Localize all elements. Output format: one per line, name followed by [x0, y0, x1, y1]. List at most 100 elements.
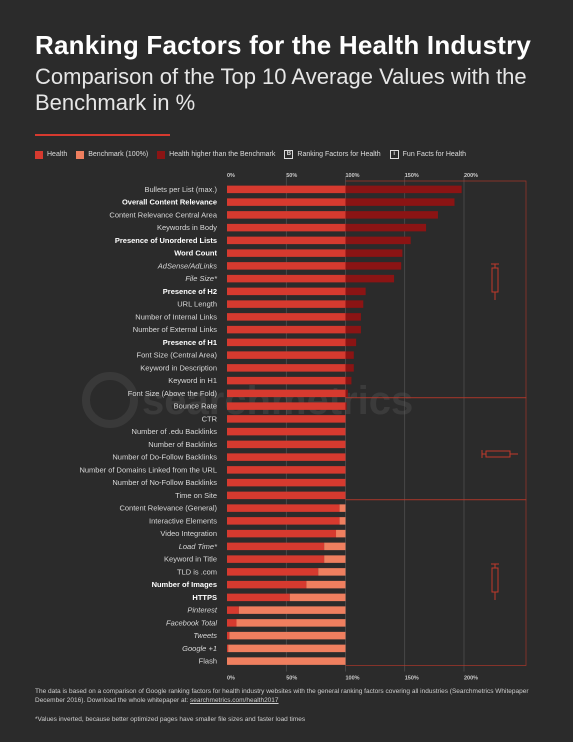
- bar-higher: [345, 338, 357, 347]
- category-label: Keywords in Body: [157, 223, 217, 232]
- category-label: Tweets: [193, 631, 217, 640]
- category-label: Keyword in H1: [168, 376, 217, 385]
- bar-health: [227, 466, 346, 474]
- bar-benchmark: [306, 580, 346, 589]
- bar-health: [227, 236, 346, 245]
- bar-benchmark: [227, 657, 346, 665]
- category-label: Interactive Elements: [149, 516, 217, 525]
- category-label: Facebook Total: [166, 618, 217, 627]
- bar-health: [227, 542, 325, 551]
- category-label: Keyword in Title: [164, 555, 217, 564]
- group-frame: [345, 397, 527, 501]
- legend-item-benchmark: Benchmark (100%): [76, 150, 149, 159]
- bar-health: [227, 300, 346, 308]
- group-frame: [345, 499, 527, 666]
- bar-benchmark: [339, 517, 346, 525]
- bar-health: [227, 415, 346, 423]
- bar-health: [227, 478, 346, 487]
- category-label: Google +1: [182, 644, 217, 653]
- bar-health: [227, 249, 346, 257]
- footer: The data is based on a comparison of Goo…: [35, 688, 545, 705]
- legend-item-ranking: B Ranking Factors for Health: [284, 150, 381, 159]
- category-label: HTTPS: [192, 593, 217, 602]
- footer-text: The data is based on a comparison of Goo…: [35, 688, 529, 704]
- category-label: Pinterest: [187, 606, 218, 615]
- category-label: Bounce Rate: [174, 402, 217, 411]
- bar-benchmark: [324, 555, 346, 563]
- category-label: Font Size (Central Area): [137, 351, 218, 360]
- bar-higher: [345, 313, 361, 321]
- category-label: Number of Do-Follow Backlinks: [112, 453, 217, 462]
- category-label: Number of Internal Links: [135, 312, 217, 321]
- bar-health: [227, 427, 346, 436]
- category-label: Number of Backlinks: [148, 440, 217, 449]
- bar-health: [227, 325, 346, 334]
- category-label: Presence of H2: [163, 287, 217, 296]
- category-label: Presence of Unordered Lists: [115, 236, 217, 245]
- bar-health: [227, 529, 337, 538]
- footer-link[interactable]: searchmetrics.com/health2017: [190, 696, 279, 704]
- bar-benchmark: [228, 644, 346, 653]
- category-label: Number of Domains Linked from the URL: [79, 465, 217, 474]
- page-title: Ranking Factors for the Health Industry: [35, 30, 532, 60]
- category-label: Flash: [199, 657, 217, 666]
- legend-swatch-health: [35, 150, 43, 159]
- category-label: File Size*: [185, 274, 218, 283]
- bar-health: [227, 580, 307, 589]
- footnote: *Values inverted, because better optimiz…: [35, 716, 306, 723]
- bar-benchmark: [318, 568, 346, 576]
- bar-higher: [345, 364, 354, 372]
- x-tick-label-top: 50%: [286, 173, 297, 179]
- bar-health: [227, 287, 346, 296]
- legend-label-higher: Health higher than the Benchmark: [169, 151, 276, 158]
- info-box-icon: i: [389, 150, 399, 159]
- bar-health: [227, 262, 346, 270]
- bar-health: [227, 185, 346, 194]
- category-label: Number of Images: [152, 580, 217, 589]
- bar-health: [227, 364, 346, 372]
- bar-benchmark: [289, 593, 346, 602]
- legend-item-health: Health: [35, 150, 67, 159]
- bar-health: [227, 313, 346, 321]
- watermark-logo-icon: [82, 372, 138, 428]
- category-label: Load Time*: [179, 542, 218, 551]
- category-label: Font Size (Above the Fold): [128, 389, 218, 398]
- syringe-icon: [491, 563, 499, 600]
- bar-health: [227, 198, 346, 206]
- page-subtitle: Comparison of the Top 10 Average Values …: [35, 64, 527, 115]
- category-label: URL Length: [177, 300, 217, 309]
- bar-higher: [345, 351, 354, 359]
- legend-label-fun: Fun Facts for Health: [402, 151, 467, 158]
- x-tick-label-bottom: 150%: [405, 676, 419, 682]
- bar-higher: [345, 402, 347, 410]
- category-label: Presence of H1: [163, 338, 217, 347]
- category-label: AdSense/AdLinks: [157, 261, 217, 270]
- x-tick-label-bottom: 100%: [346, 676, 360, 682]
- title-divider: [35, 134, 170, 136]
- bar-health: [227, 338, 346, 347]
- category-label: Word Count: [174, 249, 217, 258]
- bar-health: [227, 606, 239, 614]
- category-label: Number of External Links: [133, 325, 217, 334]
- x-tick-label-bottom: 50%: [286, 676, 297, 682]
- legend-label-benchmark: Benchmark (100%): [88, 151, 149, 158]
- bar-health: [227, 223, 346, 232]
- bar-health: [227, 440, 346, 449]
- legend: Health Benchmark (100%) Health higher th…: [35, 150, 475, 159]
- x-tick-label-top: 0%: [227, 173, 235, 179]
- bar-health: [227, 389, 346, 398]
- category-label: Video Integration: [160, 529, 217, 538]
- bar-health: [227, 274, 346, 283]
- bar-higher: [345, 274, 395, 283]
- category-label: Content Relevance (General): [119, 504, 217, 513]
- bar-higher: [345, 389, 348, 398]
- bar-benchmark: [238, 606, 346, 614]
- category-label: CTR: [202, 414, 218, 423]
- category-label: Bullets per List (max.): [144, 185, 217, 194]
- bar-higher: [345, 211, 438, 219]
- bar-chart: 0% 0% 50% 50% 100% 100% 150% 150% 200% 200% Bullet…: [79, 173, 527, 682]
- bar-health: [227, 491, 346, 500]
- bar-benchmark: [324, 542, 346, 551]
- bar-higher: [345, 236, 411, 245]
- bar-health: [227, 402, 346, 410]
